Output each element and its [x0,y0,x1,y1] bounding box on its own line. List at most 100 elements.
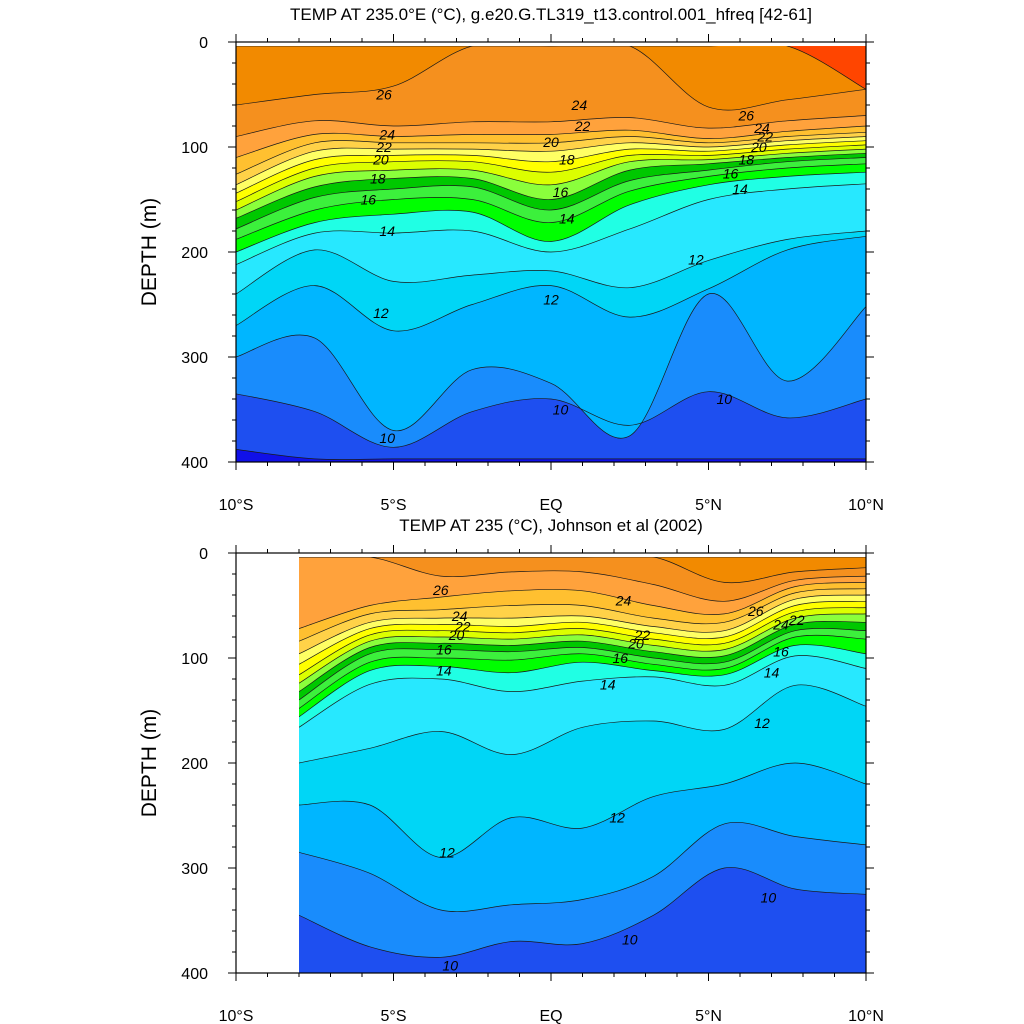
contour-label: 20 [750,139,767,155]
contour-label: 22 [634,627,651,643]
contour-label: 24 [451,608,468,624]
contour-label: 22 [574,118,591,134]
contour-label: 16 [723,165,739,181]
isotherm-14 [299,655,866,728]
contour-label: 12 [754,715,770,731]
contour-label: 24 [753,120,770,136]
isotherm-16 [236,163,866,240]
contour-label: 16 [773,644,789,660]
contour-label: 16 [613,650,629,666]
contour-label: 24 [772,616,789,632]
contour-label: 20 [542,134,559,150]
contour-label: 10 [761,889,777,905]
isotherm-21 [236,140,866,194]
x-tick-label: EQ [539,1008,562,1024]
contour-label: 12 [609,810,625,826]
contour-label: 24 [571,97,588,113]
isotherm-20 [236,144,866,202]
x-tick-label: 10°N [848,497,884,514]
isotherm-23 [236,131,866,175]
y-tick-label: 300 [181,861,208,878]
isotherm-17 [299,628,866,701]
isotherm-24 [299,582,866,629]
contour-label: 10 [716,391,732,407]
contour-label: 14 [764,665,780,681]
x-tick-label: 10°N [848,1008,884,1024]
contour-label: 22 [454,619,471,635]
isotherm-12 [299,762,866,858]
isotherm-25 [236,115,866,137]
chart-title: TEMP AT 235 (°C), Johnson et al (2002) [399,516,703,535]
contour-label: 14 [379,223,395,239]
isotherm-12 [236,235,866,332]
y-axis-label: DEPTH (m) [138,198,161,307]
isotherm-14 [236,183,866,265]
isotherm-18 [299,620,866,692]
contour-label: 20 [627,635,644,651]
isotherm-15 [236,171,866,253]
y-tick-label: 0 [199,546,208,563]
contour-label: 18 [739,152,755,168]
y-axis-label: DEPTH (m) [138,709,161,818]
isotherm-19 [236,148,866,211]
contour-lines [299,557,866,958]
isotherm-10 [299,867,866,958]
isotherm-25 [299,557,866,602]
contour-label: 16 [553,184,569,200]
contour-label: 22 [756,129,773,145]
y-tick-label: 300 [181,350,208,367]
contour-label: 18 [559,152,575,168]
contour-label: 20 [448,627,465,643]
contour-label: 10 [379,430,395,446]
contour-fills [299,557,866,973]
contour-label: 16 [361,192,377,208]
y-tick-label: 100 [181,140,208,157]
y-tick-label: 200 [181,756,208,773]
contour-label: 14 [600,676,616,692]
x-tick-label: EQ [539,497,562,514]
isotherm-19 [299,613,866,684]
contour-label: 12 [688,251,704,267]
isotherm-11 [299,822,866,913]
isotherm-10 [236,391,866,448]
contour-lines [236,46,866,460]
isotherm-20 [299,607,866,676]
contour-label: 26 [747,603,764,619]
contour-label: 14 [732,181,748,197]
y-tick-label: 0 [199,35,208,52]
x-tick-label: 5°S [381,1008,407,1024]
temp-band-26 [236,46,866,111]
x-tick-label: 5°N [695,1008,722,1024]
y-tick-label: 400 [181,966,208,983]
isotherm-13 [299,684,866,764]
contour-label: 20 [372,152,389,168]
temp-band-26 [299,557,866,583]
isotherm-16 [299,634,866,709]
contour-label: 14 [436,663,452,679]
isotherm-22 [236,136,866,186]
contour-label: 24 [615,592,632,608]
isotherm-15 [299,644,866,718]
contour-label: 26 [375,87,392,103]
contour-label: 22 [375,139,392,155]
contour-label: 24 [378,126,395,142]
contour-label: 16 [436,642,452,658]
y-tick-label: 400 [181,455,208,472]
contour-label: 10 [622,931,638,947]
isotherm-13 [236,230,866,295]
isotherm-26 [236,46,866,111]
isotherm-22 [299,594,866,655]
contour-label: 12 [543,291,559,307]
isotherm-9 [236,449,866,460]
x-tick-label: 10°S [219,1008,254,1024]
contour-label: 12 [439,844,455,860]
contour-label: 14 [559,210,575,226]
temp-band-27 [236,46,866,90]
isotherm-17 [236,157,866,230]
contour-label: 10 [442,958,458,974]
contour-label: 26 [738,108,755,124]
contour-label: 12 [373,305,389,321]
isotherm-21 [299,600,866,665]
y-tick-label: 200 [181,245,208,262]
contour-fills [236,46,866,462]
